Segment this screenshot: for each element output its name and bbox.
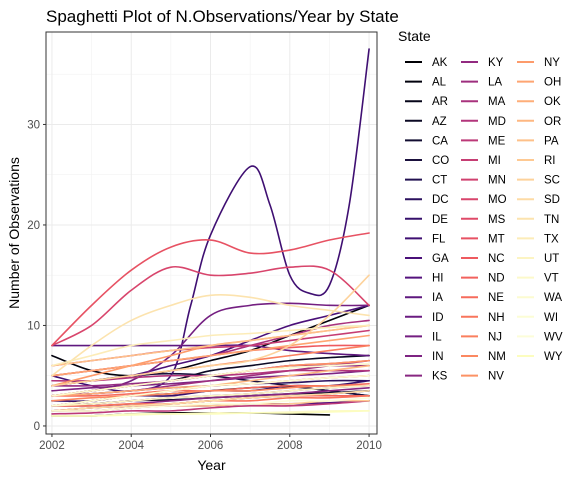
legend-label-id: ID — [432, 312, 444, 324]
legend-label-ca: CA — [432, 135, 448, 147]
series-line-sc — [51, 274, 370, 387]
legend-label-co: CO — [432, 155, 449, 167]
legend-label-mt: MT — [488, 233, 505, 245]
legend-label-ak: AK — [432, 57, 448, 69]
y-axis-ticks: 0 10 20 30 — [27, 119, 46, 433]
legend-label-ct: CT — [432, 175, 447, 187]
legend-label-mn: MN — [488, 175, 506, 187]
series-line-wi — [51, 374, 370, 407]
legend-label-ky: KY — [488, 57, 504, 69]
y-tick-label: 10 — [27, 320, 40, 332]
series-line-mo — [51, 265, 370, 347]
series-line-pa — [51, 324, 370, 367]
legend-label-nh: NH — [488, 312, 505, 324]
chart-title: Spaghetti Plot of N.Observations/Year by… — [46, 7, 399, 26]
legend-label-wa: WA — [544, 292, 562, 304]
y-axis-title: Number of Observations — [6, 157, 22, 309]
legend-label-hi: HI — [432, 273, 444, 285]
x-tick-label: 2006 — [198, 440, 224, 452]
x-tick-label: 2010 — [356, 440, 382, 452]
series-line-wy — [51, 410, 370, 417]
legend-label-wi: WI — [544, 312, 558, 324]
series-line-oh — [51, 334, 370, 377]
legend-title: State — [398, 28, 431, 44]
legend-label-pa: PA — [544, 135, 559, 147]
legend-label-ne: NE — [488, 292, 504, 304]
x-axis-title: Year — [197, 457, 226, 473]
series-line-tx — [51, 324, 370, 367]
series-line-me — [51, 400, 370, 415]
legend-label-wy: WY — [544, 351, 563, 363]
legend-label-or: OR — [544, 116, 561, 128]
legend-label-ok: OK — [544, 96, 561, 108]
series-line-tn — [51, 294, 370, 377]
legend-label-ri: RI — [544, 155, 556, 167]
legend-label-az: AZ — [432, 116, 447, 128]
legend-label-ar: AR — [432, 96, 448, 108]
legend-label-mi: MI — [488, 155, 501, 167]
series-line-wa — [51, 362, 370, 397]
y-tick-label: 20 — [27, 220, 40, 232]
legend-label-ks: KS — [432, 371, 448, 383]
legend-label-mo: MO — [488, 194, 507, 206]
legend-label-al: AL — [432, 77, 447, 89]
legend-label-ia: IA — [432, 292, 443, 304]
legend-label-ga: GA — [432, 253, 449, 265]
legend-label-ms: MS — [488, 214, 506, 226]
series-line-ut — [51, 384, 370, 407]
legend-label-wv: WV — [544, 331, 563, 343]
legend-label-ut: UT — [544, 253, 559, 265]
legend-items: AK AL AR AZ CA CO CT DC DE FL GA HI IA ID IL IN KS KY LA MA… — [405, 57, 563, 383]
x-tick-label: 2004 — [118, 440, 144, 452]
y-tick-label: 30 — [27, 119, 40, 131]
y-tick-label: 0 — [34, 421, 40, 433]
plot-border — [45, 31, 378, 435]
legend-label-sd: SD — [544, 194, 560, 206]
legend-label-tn: TN — [544, 214, 559, 226]
x-tick-label: 2002 — [39, 440, 65, 452]
legend-label-la: LA — [488, 77, 502, 89]
legend-label-fl: FL — [432, 233, 446, 245]
legend-label-sc: SC — [544, 175, 560, 187]
series-lines — [51, 48, 370, 417]
legend-label-dc: DC — [432, 194, 449, 206]
series-line-wv — [51, 397, 370, 412]
legend-label-nv: NV — [488, 371, 504, 383]
legend-label-me: ME — [488, 135, 506, 147]
series-line-mt — [51, 232, 370, 347]
legend-label-il: IL — [432, 331, 442, 343]
legend-label-in: IN — [432, 351, 444, 363]
legend-label-nm: NM — [488, 351, 506, 363]
series-line-sd — [51, 389, 370, 412]
legend-label-oh: OH — [544, 77, 561, 89]
legend-label-vt: VT — [544, 273, 559, 285]
legend-label-ny: NY — [544, 57, 560, 69]
x-axis-ticks: 2002 2004 2006 2008 2010 — [39, 434, 382, 452]
legend: State AK AL AR AZ CA CO CT DC DE FL GA HI IA ID IL IN KS… — [398, 28, 563, 383]
legend-label-nj: NJ — [488, 331, 502, 343]
x-tick-label: 2008 — [277, 440, 303, 452]
series-line-nm — [51, 384, 370, 402]
legend-label-de: DE — [432, 214, 448, 226]
plot-area — [45, 31, 378, 435]
legend-label-ma: MA — [488, 96, 506, 108]
legend-label-tx: TX — [544, 233, 559, 245]
legend-label-nd: ND — [488, 273, 505, 285]
legend-label-nc: NC — [488, 253, 505, 265]
legend-label-md: MD — [488, 116, 506, 128]
